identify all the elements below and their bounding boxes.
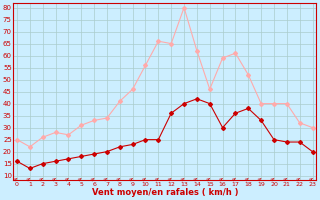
- X-axis label: Vent moyen/en rafales ( km/h ): Vent moyen/en rafales ( km/h ): [92, 188, 238, 197]
